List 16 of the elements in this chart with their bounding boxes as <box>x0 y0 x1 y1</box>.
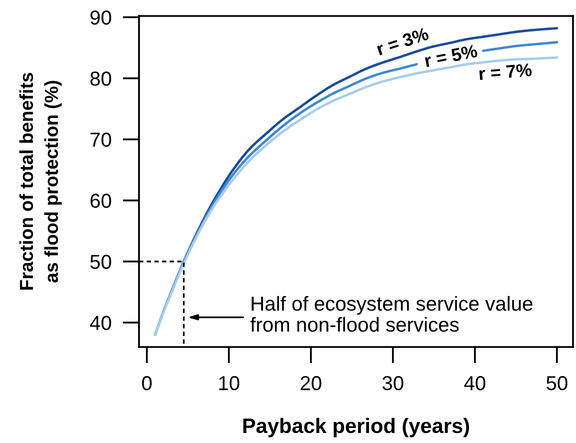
x-tick-label: 40 <box>464 376 486 390</box>
x-tick-label: 20 <box>300 376 322 390</box>
x-tick-label: 10 <box>219 376 240 390</box>
y-tick-label: 60 <box>90 194 112 208</box>
y-axis-title: Fraction of total benefits as flood protection (%) <box>19 72 62 290</box>
y-tick-label: 70 <box>90 132 112 147</box>
y-tick-label: 90 <box>90 10 112 25</box>
x-tick-label: 50 <box>546 376 568 390</box>
y-tick-label: 50 <box>90 254 112 269</box>
annotation: Half of ecosystem service value from non-flood services <box>250 296 532 332</box>
series-label: r = 7% <box>479 63 532 80</box>
y-tick-label: 80 <box>90 72 112 86</box>
y-tick-label: 40 <box>90 316 112 330</box>
x-axis-title: Payback period (years) <box>243 418 470 438</box>
x-tick-label: 0 <box>142 376 152 390</box>
x-tick-label: 30 <box>382 376 404 390</box>
